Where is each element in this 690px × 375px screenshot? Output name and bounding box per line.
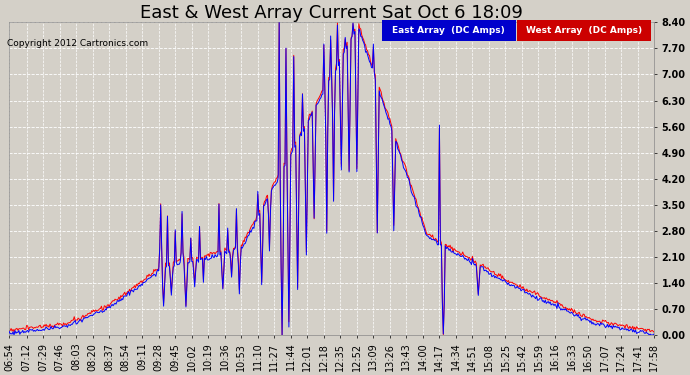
- Text: West Array  (DC Amps): West Array (DC Amps): [526, 26, 642, 35]
- Text: East Array  (DC Amps): East Array (DC Amps): [393, 26, 505, 35]
- Title: East & West Array Current Sat Oct 6 18:09: East & West Array Current Sat Oct 6 18:0…: [140, 4, 523, 22]
- Text: Copyright 2012 Cartronics.com: Copyright 2012 Cartronics.com: [7, 39, 148, 48]
